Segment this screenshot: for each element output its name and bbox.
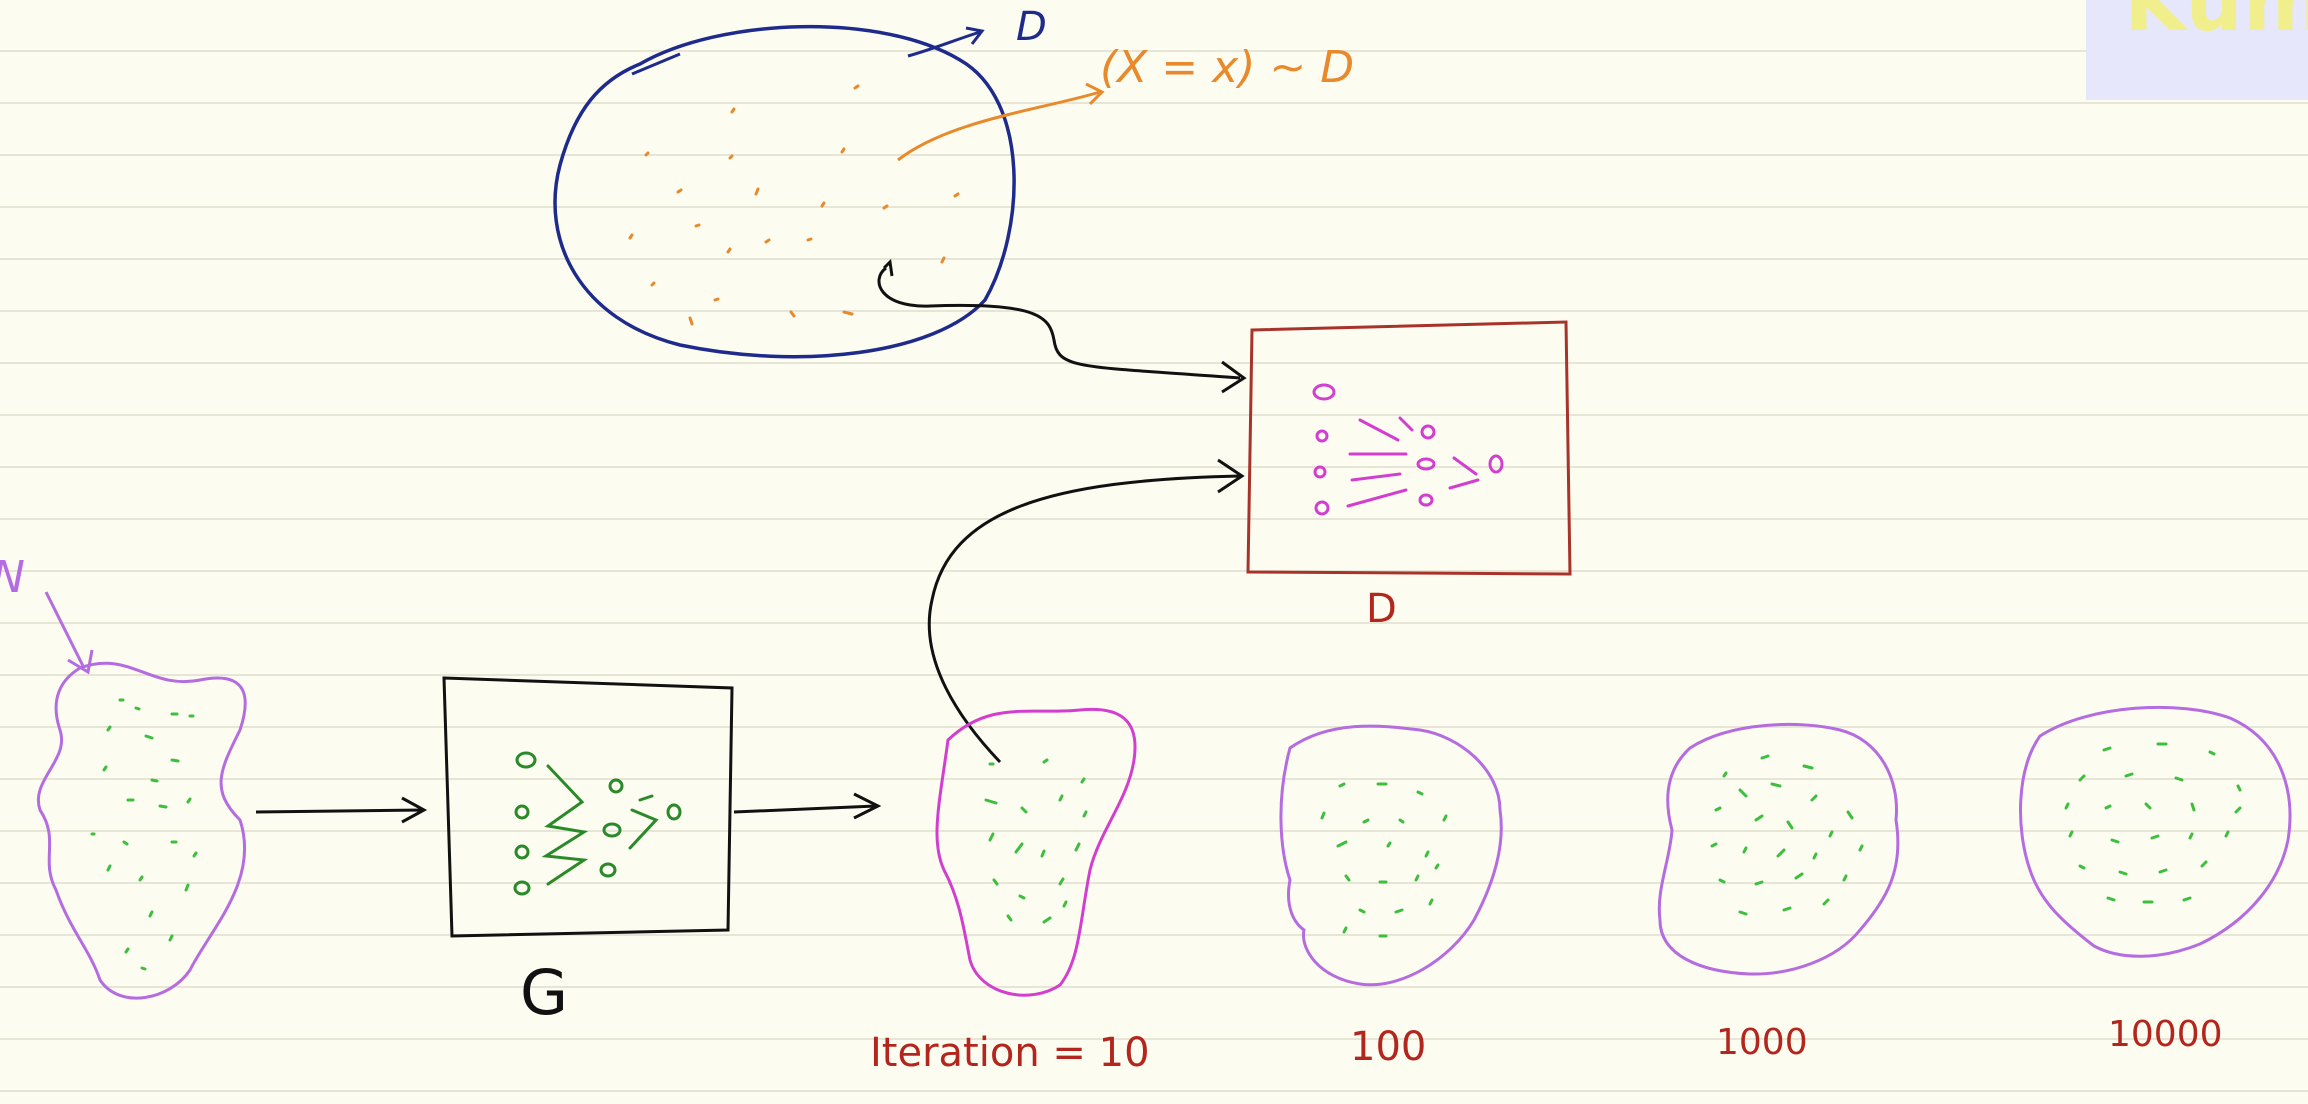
generator-box — [442, 676, 734, 938]
iteration-10000-blob — [2019, 705, 2292, 958]
generator-network — [513, 751, 682, 896]
iteration-100-output: 100 — [1279, 724, 1503, 1070]
iteration-10-label: Iteration = 10 — [870, 1030, 1150, 1076]
discriminator-network — [1312, 383, 1504, 516]
iteration-10-points — [984, 758, 1088, 924]
iteration-10000-label: 10000 — [2108, 1014, 2223, 1055]
iteration-100-label: 100 — [1350, 1024, 1426, 1070]
iteration-100-points — [1320, 782, 1448, 938]
discriminator: D — [1246, 320, 1572, 632]
iteration-10000-output: 10000 — [2019, 705, 2292, 1055]
noise-arrow — [44, 591, 94, 675]
noise-blob — [36, 661, 247, 1000]
noise-input: N — [0, 552, 247, 1000]
generator: G — [442, 676, 734, 1029]
watermark: Kum — [2086, 0, 2308, 100]
iteration-10000-points — [2064, 742, 2242, 904]
iteration-1000-blob — [1657, 722, 1900, 976]
distribution-label: D — [1016, 4, 1047, 50]
generator-label: G — [520, 956, 568, 1029]
fake-to-discriminator-arrow — [927, 458, 1245, 764]
iteration-1000-output: 1000 — [1657, 722, 1900, 1063]
watermark-text: Kum — [2124, 0, 2308, 49]
iteration-10-output: Iteration = 10 — [870, 707, 1150, 1076]
noise-points — [90, 698, 198, 971]
real-to-discriminator-arrow — [877, 266, 1247, 394]
iteration-10-blob — [935, 707, 1137, 997]
arrow-to-distribution-label — [907, 26, 985, 58]
data-distribution: D (X = x) ~ D — [553, 4, 1354, 359]
noise-to-generator-arrow — [255, 796, 428, 824]
discriminator-label: D — [1366, 586, 1397, 632]
iteration-1000-points — [1710, 754, 1864, 916]
iteration-1000-label: 1000 — [1716, 1022, 1808, 1063]
noise-label: N — [0, 552, 25, 603]
iteration-100-blob — [1279, 724, 1503, 987]
distribution-circle — [553, 24, 1016, 359]
discriminator-box — [1246, 320, 1572, 576]
generator-to-output-arrow — [733, 792, 882, 820]
distribution-points — [628, 84, 960, 326]
sample-arrow — [897, 82, 1105, 162]
sample-notation: (X = x) ~ D — [1100, 42, 1354, 93]
